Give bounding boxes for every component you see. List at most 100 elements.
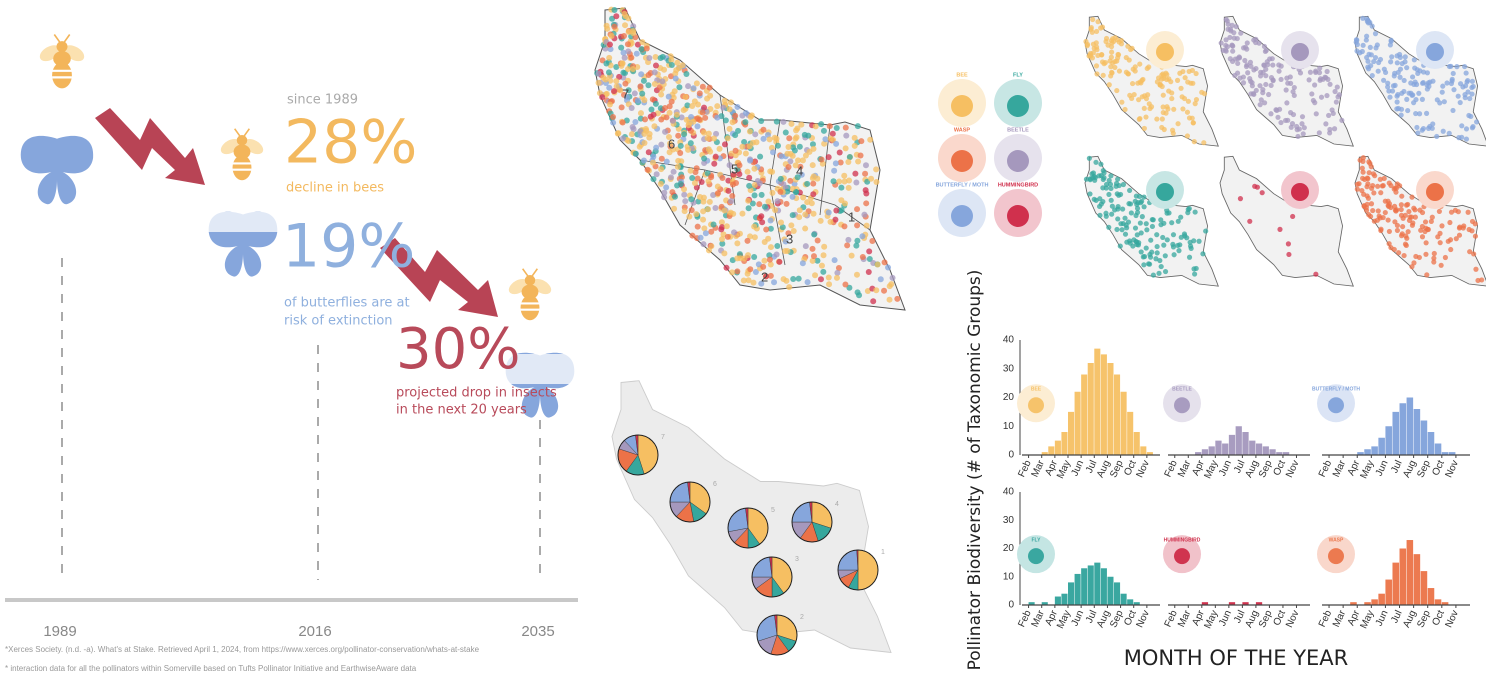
dot: [1367, 44, 1373, 50]
year-label: 2016: [298, 623, 331, 640]
dot: [729, 269, 736, 276]
dot: [1416, 254, 1422, 260]
dot: [1125, 219, 1132, 225]
dot: [702, 114, 709, 121]
dot: [788, 222, 795, 229]
dot: [608, 32, 615, 39]
dot: [1248, 78, 1254, 84]
dot: [790, 144, 797, 151]
dot: [862, 162, 869, 169]
dot: [1333, 99, 1339, 105]
dot: [1164, 237, 1170, 243]
dot: [874, 261, 881, 268]
dot: [833, 207, 840, 214]
dot: [752, 131, 759, 138]
dot: [700, 129, 707, 136]
dot: [651, 69, 658, 76]
dot: [858, 138, 865, 145]
dot: [786, 135, 793, 142]
dot: [618, 44, 625, 51]
dot: [730, 171, 737, 178]
dot: [704, 170, 711, 177]
dot: [611, 7, 618, 14]
dot: [1425, 125, 1432, 131]
dot: [726, 162, 733, 169]
dot: [1087, 191, 1093, 197]
dot: [788, 120, 795, 127]
dot: [1323, 75, 1329, 81]
dot: [733, 180, 740, 187]
dot: [774, 243, 781, 250]
dot: [721, 97, 728, 104]
bar: [1448, 452, 1456, 455]
dot: [1469, 91, 1475, 97]
dot: [1424, 272, 1430, 278]
dot: [628, 131, 635, 138]
dot: [1176, 248, 1182, 254]
bar: [1406, 397, 1414, 455]
dot: [1276, 68, 1282, 74]
dot: [1095, 19, 1101, 25]
dot: [1112, 64, 1118, 71]
dot: [1318, 94, 1325, 100]
dot: [667, 140, 674, 147]
y-tick-label: 0: [1008, 600, 1014, 611]
dot: [652, 62, 659, 69]
y-tick-label: 20: [1003, 543, 1015, 554]
dot: [750, 279, 757, 286]
dot: [1454, 64, 1460, 70]
dot: [821, 140, 828, 147]
dot: [676, 84, 683, 91]
bar: [1262, 446, 1269, 455]
dot: [1460, 225, 1466, 231]
dot: [714, 103, 721, 110]
bar: [1140, 446, 1147, 455]
x-tick-label: Mar: [1176, 608, 1194, 629]
dot: [668, 98, 675, 105]
legend-label: BEE: [956, 72, 968, 78]
y-tick-label: 30: [1003, 363, 1015, 374]
dot: [1405, 201, 1411, 207]
dot: [1170, 232, 1177, 238]
dot: [1090, 175, 1096, 181]
dot: [645, 82, 652, 89]
dot: [809, 245, 816, 252]
dot: [785, 163, 792, 170]
dot: [810, 210, 817, 217]
dot: [723, 264, 730, 271]
dot: [1116, 68, 1123, 74]
dot: [1413, 96, 1419, 103]
dot: [1158, 76, 1165, 82]
dot: [886, 296, 893, 303]
dot: [746, 128, 753, 135]
dot: [1442, 254, 1448, 261]
dot: [638, 71, 645, 78]
dot: [1192, 271, 1198, 277]
dots: [1218, 17, 1345, 140]
dot: [838, 184, 845, 191]
dot: [804, 180, 811, 187]
dot: [889, 274, 896, 281]
dot: [831, 257, 838, 264]
dot: [836, 178, 843, 185]
dot: [1299, 114, 1306, 120]
pie-slice: [857, 549, 879, 591]
dot: [1141, 262, 1147, 268]
dot: [1097, 203, 1103, 210]
dot: [1160, 104, 1166, 110]
dot: [822, 136, 829, 143]
dot: [688, 196, 695, 203]
dot: [671, 88, 678, 95]
dot: [1089, 55, 1096, 61]
timeline: since 1989 28% decline in bees 19% of bu…: [5, 33, 580, 673]
dot: [751, 254, 758, 261]
dot: [739, 143, 746, 150]
dot: [742, 119, 749, 126]
dot: [763, 226, 770, 233]
dot: [811, 231, 818, 238]
dot: [869, 238, 876, 245]
dot: [1354, 186, 1360, 192]
species-icon: [1291, 183, 1309, 201]
dot: [1300, 131, 1306, 137]
legend-label: WASP: [954, 127, 971, 133]
